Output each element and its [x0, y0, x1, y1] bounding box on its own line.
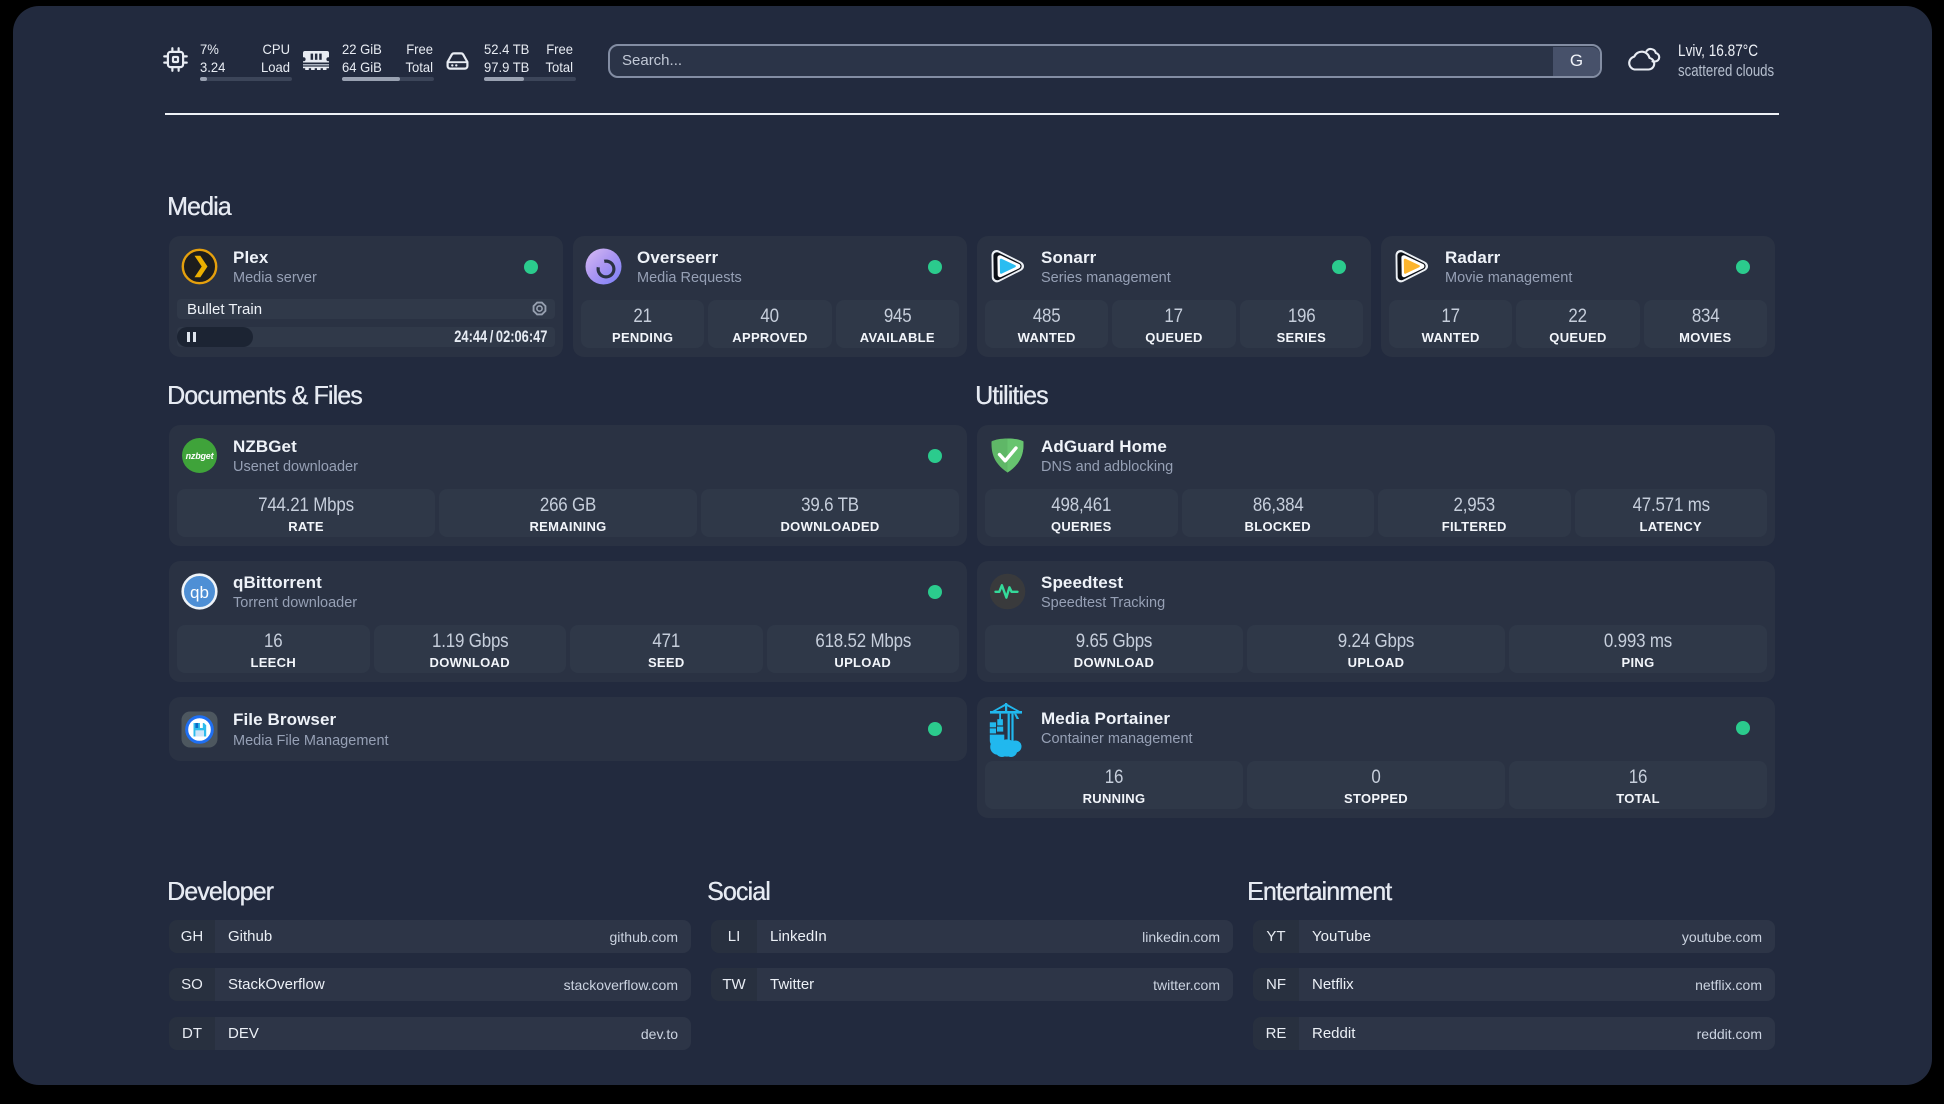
svg-text:nzbget: nzbget [186, 451, 215, 461]
svg-text:qb: qb [190, 583, 209, 602]
